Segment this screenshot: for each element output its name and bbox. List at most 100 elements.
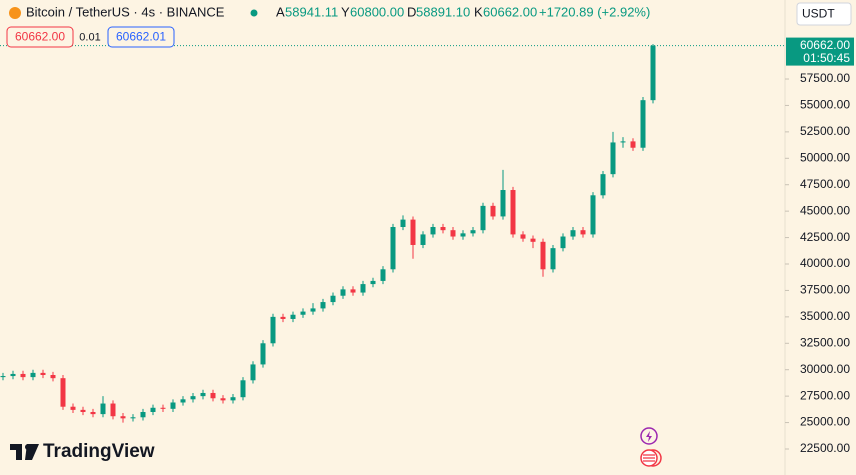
candle-body (110, 403, 116, 417)
y-tick-label: 22500.00 (800, 441, 850, 455)
candle-body (170, 402, 176, 409)
candle-body (270, 316, 276, 344)
candle-body (570, 230, 576, 237)
candle-body (410, 219, 416, 245)
candle-body (230, 397, 236, 401)
candle-body (220, 398, 226, 401)
candle-body (30, 372, 36, 378)
symbol: Bitcoin / TetherUS · 4s · BINANCE (26, 4, 225, 19)
candle-body (460, 233, 466, 237)
candle-body (50, 375, 56, 379)
candle-body (240, 380, 246, 398)
buy-price[interactable]: 60662.01 (116, 30, 166, 44)
candle-body (510, 190, 516, 235)
y-tick-label: 27500.00 (800, 388, 850, 402)
candle-body (180, 399, 186, 403)
candle-body (260, 343, 266, 365)
candle-body (620, 141, 626, 143)
candle-body (210, 392, 216, 399)
y-tick-label: 52500.00 (800, 124, 850, 138)
candle-body (120, 416, 126, 419)
buy-button[interactable] (107, 26, 175, 48)
y-tick-label: 30000.00 (800, 362, 850, 376)
candle-body (450, 230, 456, 237)
candle-body (420, 234, 426, 245)
y-tick-label: 32500.00 (800, 335, 850, 349)
last-price-box (786, 37, 854, 66)
candle-body (470, 230, 476, 234)
candle-body (160, 407, 166, 409)
candle-body (650, 45, 656, 101)
candle-body (70, 406, 76, 410)
y-tick-label: 40000.00 (800, 256, 850, 270)
y-tick-label: 47500.00 (800, 177, 850, 191)
currency-select[interactable] (796, 2, 852, 26)
sell-price[interactable]: 60662.00 (15, 30, 65, 44)
candle-body (590, 195, 596, 235)
candle-body (550, 248, 556, 270)
candle-body (520, 234, 526, 239)
candle-body (90, 411, 96, 415)
countdown: 01:50:45 (803, 51, 850, 65)
candle-body (320, 302, 326, 309)
candle-body (390, 227, 396, 270)
y-tick-label: 55000.00 (800, 98, 850, 112)
y-tick-label: 57500.00 (800, 71, 850, 85)
logo-dot (25, 444, 31, 450)
candle-body (300, 311, 306, 315)
candle-body (500, 190, 506, 217)
candle-body (140, 411, 146, 418)
coin-icon (9, 7, 21, 19)
candle-body (10, 373, 16, 377)
candle-body (60, 378, 66, 407)
currency[interactable]: USDT (802, 7, 835, 21)
logo: TradingView (10, 441, 155, 462)
candle-body (640, 100, 646, 148)
candle-body (400, 219, 406, 228)
ohlc-key: A (276, 4, 285, 19)
sell-button[interactable] (6, 26, 74, 48)
y-tick-label: 42500.00 (800, 230, 850, 244)
last-price-label: 60662.00 (800, 38, 850, 52)
plot: 22500.00 25000.00 27500.00 30000.00 32500.00… (0, 44, 850, 455)
candle-body (200, 392, 206, 397)
candle-body (380, 269, 386, 281)
candle-body (540, 241, 546, 270)
candle-body (360, 284, 366, 293)
y-tick-label: 35000.00 (800, 309, 850, 323)
y-tick-label: 50000.00 (800, 150, 850, 164)
status-dot (250, 9, 258, 17)
candle-body (190, 396, 196, 400)
candle-body (80, 409, 86, 412)
candle-body (280, 316, 286, 319)
candle-body (440, 227, 446, 231)
candle-body (630, 141, 636, 148)
ohlc-value: 60800.00 (350, 4, 404, 19)
ohlc-key: Y (341, 4, 350, 19)
candle-body (350, 289, 356, 293)
ohlc-value: 58891.10 (416, 4, 470, 19)
candle-body (310, 308, 316, 312)
logo-text: TradingView (43, 441, 155, 462)
change: +1720.89 (+2.92%) (539, 4, 650, 19)
candle-body (610, 142, 616, 175)
candle-body (530, 238, 536, 242)
candle-body (430, 227, 436, 235)
ohlc-key: K (474, 4, 483, 19)
candle-body (600, 174, 606, 196)
candle-body (40, 372, 46, 375)
header: Bitcoin / TetherUS · 4s · BINANCE A 5894… (6, 2, 852, 48)
ohlc-value: 58941.11 (285, 4, 338, 19)
flag-stripes (643, 454, 655, 462)
y-tick-label: 37500.00 (800, 283, 850, 297)
y-tick-label: 25000.00 (800, 415, 850, 429)
candle-body (370, 280, 376, 285)
candle-body (560, 236, 566, 249)
logo-mark (10, 444, 39, 460)
candle-body (330, 295, 336, 303)
ohlc-value: 60662.00 (483, 4, 537, 19)
candle-body (480, 205, 486, 231)
candle-body (580, 230, 586, 235)
